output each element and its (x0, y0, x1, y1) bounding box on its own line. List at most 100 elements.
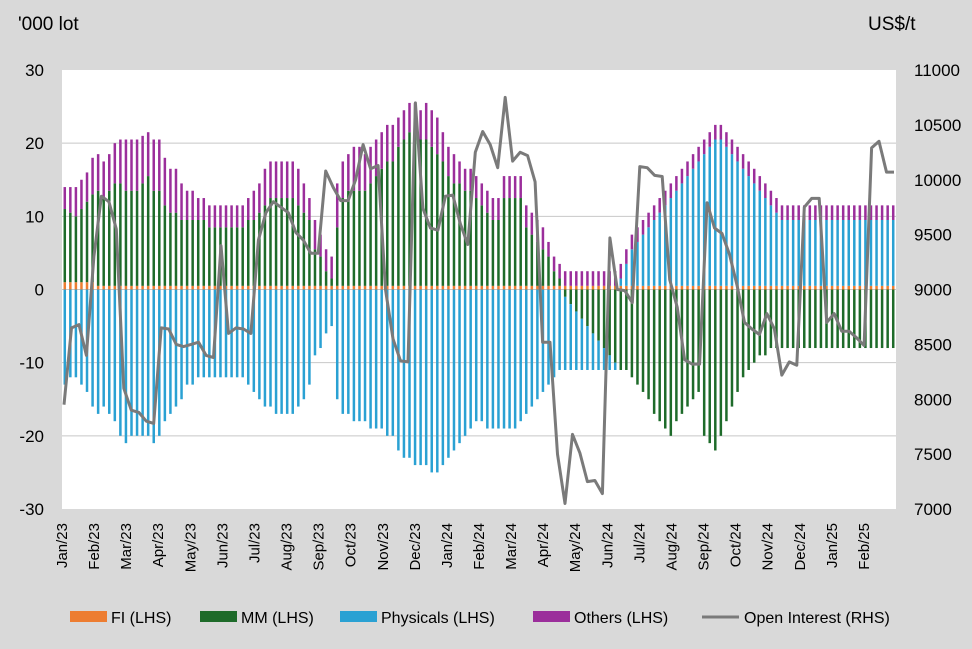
bar-others (547, 241, 550, 257)
bar-others (386, 124, 389, 162)
bar-mm (608, 289, 611, 356)
bar-mm (791, 289, 795, 349)
bar-mm (224, 227, 228, 286)
bar-others (347, 154, 350, 191)
x-tick-label: Aug/24 (664, 523, 681, 571)
bar-physicals (508, 289, 511, 429)
bar-others (436, 117, 439, 155)
bar-mm (803, 289, 806, 349)
bar-fi (586, 285, 589, 290)
bar-others (652, 205, 656, 220)
bar-others (374, 139, 378, 177)
bar-fi (519, 285, 522, 290)
bar-others (814, 205, 817, 220)
bar-mm (858, 289, 862, 349)
bar-others (853, 205, 856, 220)
x-tick-label: Jun/23 (214, 523, 231, 568)
legend-swatch-others (533, 611, 570, 622)
bar-others (741, 154, 745, 169)
bar-physicals (791, 219, 795, 286)
bar-mm (352, 190, 356, 286)
bar-physicals (113, 289, 117, 422)
bar-physicals (808, 219, 812, 286)
bar-fi (741, 285, 745, 290)
bar-others (786, 205, 789, 220)
bar-mm (397, 146, 400, 286)
bar-mm (263, 205, 267, 286)
bar-others (525, 205, 528, 228)
bar-mm (319, 256, 322, 286)
right-tick-label: 8500 (914, 335, 952, 354)
bar-fi (169, 285, 172, 290)
bar-fi (436, 285, 439, 290)
bar-fi (108, 285, 111, 290)
bar-others (758, 176, 762, 191)
left-tick-label: -10 (19, 354, 44, 373)
bar-others (836, 205, 839, 220)
bar-mm (764, 289, 767, 356)
bar-mm (586, 289, 589, 327)
bar-physicals (803, 219, 806, 286)
bar-mm (174, 212, 178, 286)
left-tick-label: 30 (25, 61, 44, 80)
bar-physicals (441, 289, 445, 466)
bar-fi (358, 285, 361, 290)
bar-mm (680, 289, 684, 414)
bar-fi (847, 285, 850, 290)
bar-others (380, 132, 383, 169)
bar-fi (569, 285, 572, 290)
bar-fi (419, 285, 422, 290)
bar-physicals (525, 289, 528, 414)
bar-fi (541, 285, 545, 290)
bar-fi (780, 285, 784, 290)
bar-others (74, 187, 78, 217)
bar-others (530, 212, 534, 235)
bar-fi (747, 285, 750, 290)
bar-mm (363, 190, 367, 286)
bar-physicals (124, 289, 128, 444)
bar-fi (280, 285, 283, 290)
bar-physicals (647, 227, 650, 286)
bar-physicals (196, 289, 200, 378)
bar-others (552, 256, 556, 272)
bar-physicals (374, 289, 378, 429)
bar-mm (536, 241, 539, 286)
bar-others (769, 190, 773, 206)
bar-physicals (319, 289, 322, 349)
bar-fi (525, 285, 528, 290)
bar-others (463, 168, 467, 191)
bar-physicals (291, 289, 294, 414)
bar-fi (730, 285, 734, 290)
bar-fi (575, 285, 578, 290)
bar-mm (130, 190, 133, 286)
bar-physicals (869, 219, 873, 286)
bar-mm (580, 289, 584, 319)
right-tick-label: 11000 (914, 61, 960, 80)
bar-others (858, 205, 862, 220)
bar-mm (847, 289, 850, 349)
bar-fi (869, 285, 873, 290)
bar-fi (124, 285, 128, 290)
bar-fi (291, 285, 294, 290)
bar-mm (591, 289, 595, 334)
bar-physicals (819, 219, 823, 286)
bar-physicals (730, 154, 734, 286)
bar-others (775, 198, 778, 213)
bar-fi (652, 285, 656, 290)
bar-mm (613, 289, 617, 363)
bar-physicals (625, 263, 628, 286)
bar-physicals (297, 289, 300, 407)
bar-physicals (208, 289, 211, 378)
bar-physicals (63, 289, 67, 385)
bar-fi (775, 285, 778, 290)
bar-fi (758, 285, 762, 290)
bar-others (780, 205, 784, 220)
bar-physicals (680, 183, 684, 286)
bar-mm (119, 183, 122, 286)
bar-others (180, 183, 183, 220)
bar-fi (808, 285, 812, 290)
bar-mm (341, 198, 345, 286)
bar-mm (491, 219, 495, 286)
bar-fi (764, 285, 767, 290)
bar-mm (480, 205, 484, 286)
